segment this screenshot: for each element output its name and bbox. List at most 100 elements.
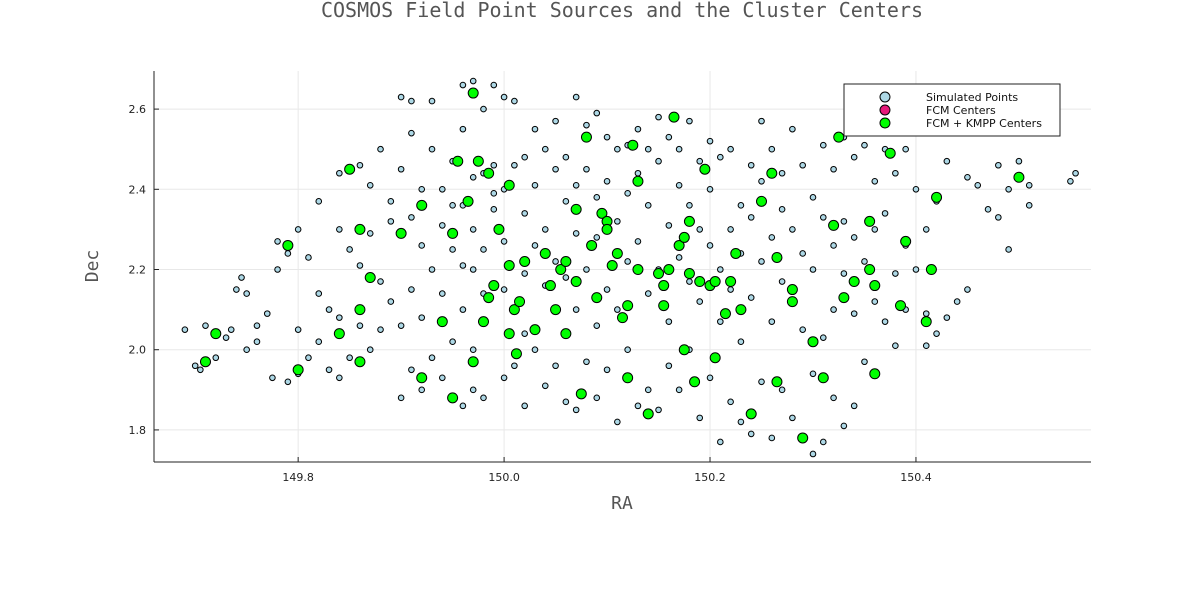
simulated-points-point bbox=[747, 430, 755, 438]
simulated-points-point bbox=[253, 338, 261, 345]
fcm-kmpp-centers-point bbox=[503, 328, 515, 340]
simulated-points-point bbox=[480, 394, 487, 402]
simulated-points-point bbox=[511, 362, 518, 370]
simulated-points-point bbox=[583, 358, 590, 366]
simulated-points-point bbox=[747, 161, 755, 169]
fcm-kmpp-centers-point bbox=[807, 336, 819, 348]
simulated-points-point bbox=[655, 157, 662, 165]
simulated-points-point bbox=[665, 222, 673, 229]
fcm-kmpp-centers-point bbox=[575, 388, 587, 400]
fcm-kmpp-centers-point bbox=[586, 239, 598, 251]
fcm-kmpp-centers-point bbox=[925, 264, 937, 276]
simulated-points-point bbox=[541, 226, 549, 233]
simulated-points-point bbox=[490, 161, 498, 169]
simulated-points-point bbox=[366, 181, 374, 189]
simulated-points-point bbox=[758, 117, 765, 125]
simulated-points-point bbox=[1072, 169, 1079, 177]
fcm-kmpp-centers-point bbox=[570, 276, 582, 288]
simulated-points-point bbox=[614, 145, 621, 153]
simulated-points-point bbox=[294, 226, 302, 233]
simulated-points-point bbox=[572, 306, 580, 313]
simulated-points-point bbox=[583, 165, 590, 173]
simulated-points-point bbox=[305, 254, 312, 261]
simulated-points-point bbox=[603, 366, 611, 374]
simulated-points-point bbox=[912, 186, 920, 193]
fcm-kmpp-centers-point bbox=[354, 304, 366, 316]
fcm-kmpp-centers-point bbox=[756, 195, 768, 207]
simulated-points-point bbox=[583, 121, 590, 129]
fcm-kmpp-centers-point bbox=[632, 264, 644, 276]
fcm-kmpp-centers-point bbox=[817, 372, 829, 384]
simulated-points-point bbox=[747, 214, 755, 221]
simulated-points-point bbox=[819, 334, 827, 341]
simulated-points-point bbox=[377, 278, 384, 285]
simulated-points-point bbox=[356, 161, 364, 169]
fcm-kmpp-centers-point bbox=[900, 235, 912, 247]
simulated-points-point bbox=[490, 190, 498, 197]
y-tick-label: 1.8 bbox=[129, 424, 147, 437]
simulated-points-point bbox=[809, 194, 817, 201]
simulated-points-point bbox=[799, 326, 806, 333]
simulated-points-point bbox=[593, 234, 601, 241]
fcm-kmpp-centers-point bbox=[642, 408, 654, 420]
fcm-kmpp-centers-point bbox=[771, 251, 783, 263]
simulated-points-point bbox=[263, 310, 271, 317]
simulated-points-point bbox=[861, 141, 868, 149]
simulated-points-point bbox=[511, 161, 518, 169]
simulated-points-point bbox=[593, 194, 601, 201]
fcm-kmpp-centers-point bbox=[436, 316, 448, 328]
simulated-points-point bbox=[521, 270, 528, 277]
simulated-points-point bbox=[500, 374, 508, 382]
fcm-kmpp-centers-point bbox=[596, 207, 608, 219]
simulated-points-point bbox=[675, 254, 683, 261]
simulated-points-point bbox=[346, 246, 353, 253]
fcm-kmpp-centers-point bbox=[333, 328, 345, 340]
y-tick-label: 2.4 bbox=[129, 183, 147, 196]
simulated-points-point bbox=[418, 386, 426, 394]
simulated-points-point bbox=[655, 113, 662, 121]
simulated-points-point bbox=[552, 362, 559, 370]
simulated-points-point bbox=[572, 93, 580, 101]
fcm-kmpp-centers-point bbox=[730, 247, 742, 259]
simulated-points-point bbox=[521, 153, 528, 161]
fcm-kmpp-centers-point bbox=[673, 239, 685, 251]
simulated-points-point bbox=[572, 181, 580, 189]
simulated-points-point bbox=[274, 238, 281, 245]
simulated-points-point bbox=[459, 262, 467, 269]
simulated-points-point bbox=[1025, 202, 1033, 209]
fcm-kmpp-centers-point bbox=[292, 364, 304, 376]
fcm-kmpp-centers-point bbox=[828, 219, 840, 231]
simulated-points-point bbox=[995, 214, 1002, 221]
simulated-points-point bbox=[531, 181, 539, 189]
simulated-points-point bbox=[912, 266, 920, 273]
simulated-points-point bbox=[850, 234, 858, 241]
simulated-points-point bbox=[758, 258, 765, 265]
x-tick-label: 149.8 bbox=[282, 471, 314, 484]
fcm-kmpp-centers-point bbox=[503, 259, 515, 271]
fcm-kmpp-centers-point bbox=[483, 167, 495, 179]
simulated-points-point bbox=[892, 270, 899, 277]
simulated-points-point bbox=[191, 362, 199, 370]
fcm-kmpp-centers-point bbox=[658, 280, 670, 292]
simulated-points-point bbox=[459, 81, 467, 89]
simulated-points-point bbox=[964, 286, 971, 293]
fcm-kmpp-centers-point bbox=[694, 276, 706, 288]
simulated-points-point bbox=[892, 169, 899, 177]
simulated-points-point bbox=[469, 77, 477, 85]
x-axis-label: RA bbox=[611, 493, 633, 514]
fcm-kmpp-centers-point bbox=[869, 280, 881, 292]
fcm-kmpp-centers-point bbox=[416, 372, 428, 384]
fcm-kmpp-centers-point bbox=[884, 147, 896, 159]
simulated-points-point bbox=[614, 306, 621, 313]
fcm-kmpp-centers-point bbox=[668, 111, 680, 123]
fcm-kmpp-centers-point bbox=[838, 292, 850, 304]
fcm-kmpp-centers-point bbox=[653, 268, 665, 280]
simulated-points-point bbox=[469, 266, 477, 273]
simulated-points-point bbox=[408, 97, 415, 105]
simulated-points-point bbox=[789, 125, 796, 133]
simulated-points-point bbox=[387, 218, 395, 225]
simulated-points-point bbox=[881, 210, 889, 217]
simulated-points-point bbox=[212, 354, 220, 362]
simulated-points-point bbox=[397, 394, 405, 402]
simulated-points-point bbox=[531, 242, 539, 249]
